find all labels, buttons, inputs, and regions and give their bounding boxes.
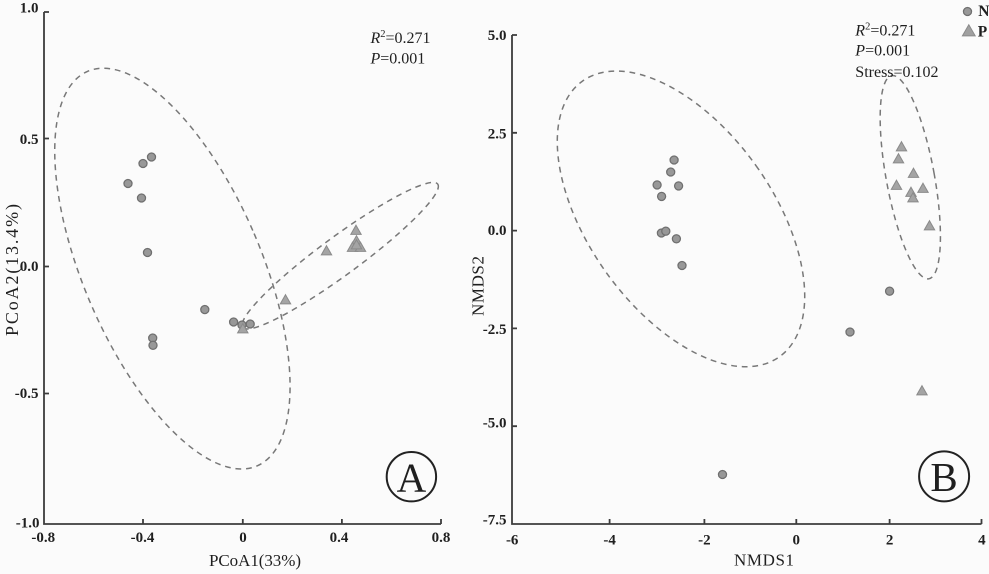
svg-text:B: B (930, 454, 957, 500)
svg-text:4: 4 (978, 532, 986, 548)
svg-text:0.0: 0.0 (20, 259, 39, 275)
svg-text:2: 2 (886, 532, 894, 548)
svg-text:2.5: 2.5 (488, 126, 507, 142)
svg-text:NMDS2: NMDS2 (469, 256, 488, 316)
svg-text:P=0.001: P=0.001 (854, 43, 910, 60)
svg-text:0: 0 (239, 530, 247, 546)
svg-text:PCoA2(13.4%): PCoA2(13.4%) (2, 204, 23, 336)
svg-text:-7.5: -7.5 (483, 512, 507, 528)
svg-text:R2=0.271: R2=0.271 (854, 21, 915, 39)
svg-text:-0.8: -0.8 (31, 530, 55, 546)
svg-text:-2: -2 (698, 532, 711, 548)
svg-text:-0.5: -0.5 (15, 386, 39, 402)
svg-text:P=0.001: P=0.001 (370, 51, 426, 68)
svg-text:-5.0: -5.0 (483, 416, 507, 432)
svg-text:0.5: 0.5 (20, 132, 39, 148)
svg-text:N: N (978, 3, 989, 20)
svg-text:-4: -4 (603, 532, 616, 548)
svg-text:-0.4: -0.4 (131, 530, 155, 546)
svg-text:R2=0.271: R2=0.271 (370, 29, 431, 47)
svg-text:0.0: 0.0 (488, 223, 507, 239)
svg-text:-2.5: -2.5 (483, 322, 507, 338)
svg-text:0.8: 0.8 (432, 530, 451, 546)
svg-text:5.0: 5.0 (488, 28, 507, 44)
svg-text:A: A (397, 455, 427, 501)
svg-text:PCoA1(33%): PCoA1(33%) (209, 551, 301, 570)
svg-text:0.4: 0.4 (330, 530, 349, 546)
svg-text:1.0: 1.0 (20, 1, 39, 17)
svg-text:NMDS1: NMDS1 (734, 551, 794, 570)
svg-text:P: P (978, 23, 988, 40)
svg-text:Stress=0.102: Stress=0.102 (855, 64, 938, 81)
svg-text:-6: -6 (506, 532, 519, 548)
svg-text:0: 0 (793, 532, 801, 548)
svg-text:-1.0: -1.0 (16, 516, 40, 532)
